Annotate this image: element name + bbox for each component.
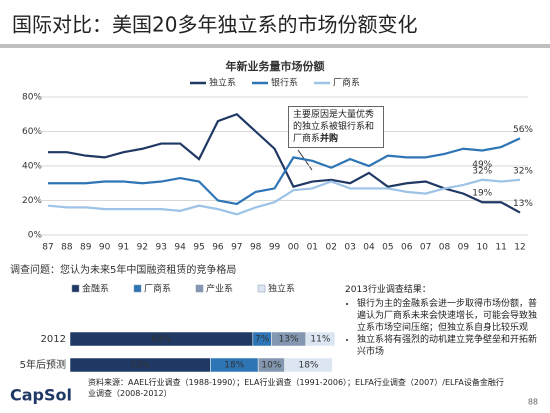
y-tick-label: 5年后预测 xyxy=(20,358,66,371)
legend-swatch xyxy=(133,284,142,293)
legend-label: 独立系 xyxy=(268,283,295,295)
series-line xyxy=(48,112,521,214)
value-label: 19% xyxy=(472,189,492,199)
x-tick-label: 01 xyxy=(307,243,318,253)
y-tick-label: 0% xyxy=(28,231,43,241)
series-line xyxy=(48,137,521,206)
x-tick-label: 00 xyxy=(288,243,300,253)
value-label: 49% xyxy=(472,160,492,170)
value-label: 69% xyxy=(151,335,171,345)
value-label: 32% xyxy=(513,166,533,176)
y-tick-label: 20% xyxy=(22,196,42,206)
value-label: 32% xyxy=(472,166,492,176)
value-label: 13% xyxy=(513,199,533,209)
x-tick-label: 88 xyxy=(61,243,73,253)
value-label: 10% xyxy=(261,361,281,371)
value-label: 11% xyxy=(310,335,330,345)
legend-label: 产业系 xyxy=(206,283,233,295)
legend-label: 厂商系 xyxy=(144,283,171,295)
value-label: 7% xyxy=(255,335,270,345)
x-tick-label: 09 xyxy=(458,243,470,253)
value-label: 56% xyxy=(513,125,533,135)
page-number: 88 xyxy=(528,398,538,407)
x-tick-label: 07 xyxy=(420,243,431,253)
value-label: 18% xyxy=(298,361,318,371)
x-tick-label: 91 xyxy=(118,243,129,253)
value-label: 53% xyxy=(130,361,150,371)
line-chart-title: 年新业务量市场份额 xyxy=(226,59,325,73)
x-tick-label: 04 xyxy=(363,243,375,253)
bar-segment xyxy=(284,357,333,373)
logo: CapSol xyxy=(10,386,72,405)
x-tick-label: 90 xyxy=(99,243,111,253)
legend-label: 厂商系 xyxy=(333,77,360,89)
callout-bold: 并购 xyxy=(320,134,339,144)
title-rule xyxy=(0,44,550,48)
x-tick-label: 96 xyxy=(212,243,224,253)
survey-item: 银行为主的金融系会进一步取得市场份额，普遍认为厂商系未来会快速增长，可能会导致独… xyxy=(357,298,545,334)
x-tick-label: 10 xyxy=(477,243,489,253)
slide-title: 国际对比：美国20多年独立系的市场份额变化 xyxy=(12,13,417,37)
legend-swatch xyxy=(71,284,80,293)
survey-title: 2013行业调查结果： xyxy=(345,285,431,295)
y-tick-label: 2012 xyxy=(41,334,66,345)
x-tick-label: 11 xyxy=(495,243,506,253)
bar-segment xyxy=(305,331,336,347)
x-tick-label: 05 xyxy=(382,243,393,253)
bar-chart-title: 调查问题：您认为未来5年中国融资租赁的竞争格局 xyxy=(10,263,236,276)
survey-list: 银行为主的金融系会进一步取得市场份额，普遍认为厂商系未来会快速增长，可能会导致独… xyxy=(345,298,545,358)
survey: 2013行业调查结果： 银行为主的金融系会进一步取得市场份额，普遍认为厂商系未来… xyxy=(345,284,545,358)
x-tick-label: 03 xyxy=(344,243,355,253)
x-tick-label: 94 xyxy=(174,243,186,253)
value-label: 13% xyxy=(279,335,299,345)
x-tick-label: 06 xyxy=(401,243,413,253)
survey-item: 独立系将有强烈的动机建立竞争壁垒和开拓新兴市场 xyxy=(357,334,545,358)
x-tick-label: 98 xyxy=(250,243,262,253)
y-tick-label: 80% xyxy=(22,93,42,103)
source: 资料来源：AAEL行业调查（1988-1990）；ELA行业调查（1991-20… xyxy=(88,378,504,398)
legend-swatch xyxy=(257,284,266,293)
x-tick-label: 93 xyxy=(156,243,167,253)
x-tick-label: 97 xyxy=(231,243,242,253)
legend-label: 独立系 xyxy=(209,77,236,89)
x-tick-label: 12 xyxy=(514,243,525,253)
x-tick-label: 92 xyxy=(137,243,148,253)
legend-swatch xyxy=(195,284,204,293)
x-tick-label: 87 xyxy=(42,243,53,253)
x-tick-label: 08 xyxy=(439,243,451,253)
x-tick-label: 95 xyxy=(193,243,204,253)
series-line xyxy=(47,178,521,216)
callout-text: 主要原因是大量优秀的独立系被银行系和厂商系 xyxy=(293,110,375,144)
x-tick-label: 99 xyxy=(269,243,281,253)
y-tick-label: 60% xyxy=(22,127,42,137)
legend-label: 银行系 xyxy=(271,77,298,89)
y-tick-label: 40% xyxy=(22,162,42,172)
value-label: 18% xyxy=(224,361,244,371)
legend-label: 金融系 xyxy=(82,283,109,295)
x-tick-label: 89 xyxy=(80,243,92,253)
callout: 主要原因是大量优秀的独立系被银行系和厂商系并购 xyxy=(288,106,384,148)
x-tick-label: 02 xyxy=(325,243,336,253)
